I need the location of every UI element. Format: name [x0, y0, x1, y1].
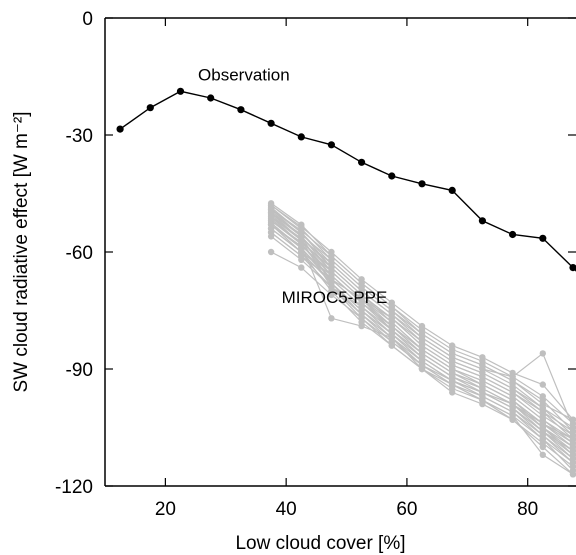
ensemble-point-17-9: [539, 397, 546, 404]
ensemble-point-27-6: [449, 389, 456, 396]
x-tick-label-3: 80: [517, 499, 538, 520]
ensemble-point-27-1: [298, 248, 305, 256]
y-tick-label-0: 0: [82, 9, 93, 30]
ensemble-point-26-0: [267, 205, 275, 213]
observation-point-9: [388, 172, 396, 180]
ensemble-point-27-3: [358, 319, 365, 326]
observation-point-6: [297, 133, 305, 141]
ensemble-point-20-9: [539, 408, 546, 416]
ensemble-point-27-9: [539, 439, 546, 447]
x-tick-label-0: 20: [155, 499, 176, 520]
ensemble-point-14-0: [267, 248, 275, 256]
ensemble-point-23-3: [358, 303, 365, 310]
ensemble-point-27-7: [479, 400, 486, 408]
y-tick-label-3: -90: [66, 360, 93, 381]
observation-point-5: [267, 119, 275, 127]
observation-point-15: [569, 264, 576, 272]
observation-point-10: [418, 180, 426, 188]
y-tick-label-4: -120: [55, 477, 93, 498]
x-axis-label: Low cloud cover [%]: [235, 533, 405, 554]
ensemble-point-15-9: [539, 381, 546, 388]
observation-point-4: [237, 106, 245, 114]
ensemble-point-14-1: [298, 264, 305, 271]
label-layer: Low cloud cover [%] SW cloud radiative e…: [11, 66, 406, 554]
observation-point-1: [146, 104, 154, 112]
observation-point-13: [508, 230, 517, 239]
ensemble-point-14-9: [539, 451, 546, 458]
observation-point-8: [358, 158, 366, 166]
observation-point-2: [176, 87, 185, 95]
ensemble-point-26-4: [388, 334, 395, 341]
axes-layer: 0 -30 -60 -90 -120 20 40 60 80: [55, 9, 576, 520]
observation-annotation: Observation: [198, 66, 290, 85]
ensemble-point-26-2: [328, 280, 335, 287]
ensemble-point-18-9: [539, 350, 546, 357]
ensemble-point-26-3: [358, 311, 365, 318]
ensemble-point-23-1: [298, 256, 305, 263]
observation-point-0: [116, 125, 124, 133]
ensemble-point-27-0: [267, 221, 275, 228]
ensemble-point-18-8: [509, 373, 516, 380]
ensemble-point-22-3: [358, 295, 365, 302]
ensemble-annotation: MIROC5-PPE: [282, 288, 388, 307]
observation-point-7: [327, 141, 335, 149]
observation-point-14: [539, 234, 547, 242]
ensemble-point-26-1: [298, 233, 305, 240]
ensemble-point-27-10: [569, 463, 576, 470]
ensemble-point-23-0: [267, 233, 275, 240]
y-tick-label-2: -60: [66, 243, 93, 264]
observation-point-12: [478, 217, 486, 225]
x-tick-label-1: 40: [276, 499, 297, 520]
ensemble-point-27-4: [388, 342, 395, 349]
ensemble-point-27-8: [509, 416, 516, 423]
x-tick-label-2: 60: [396, 499, 417, 520]
observation-layer: [116, 87, 576, 272]
observation-point-11: [448, 186, 456, 194]
ensemble-point-20-4: [388, 315, 395, 322]
y-tick-label-1: -30: [66, 126, 93, 147]
ensemble-point-18-10: [569, 424, 576, 431]
observation-point-3: [207, 94, 215, 102]
ensemble-point-27-2: [328, 287, 335, 295]
y-axis-label: SW cloud radiative effect [W m⁻²]: [11, 111, 32, 392]
ensemble-point-24-2: [328, 315, 335, 322]
ensemble-layer: [267, 200, 576, 478]
ensemble-point-14-10: [569, 471, 576, 478]
ensemble-point-27-5: [418, 365, 426, 373]
